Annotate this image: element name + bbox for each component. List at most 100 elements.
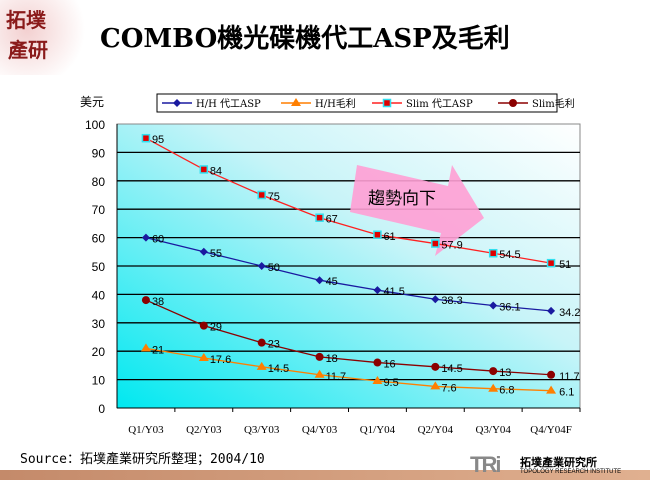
y-tick-label: 90: [92, 146, 106, 160]
data-point: [199, 321, 208, 330]
data-point: [140, 343, 151, 352]
data-label: 54.5: [499, 249, 520, 261]
y-tick-label: 80: [92, 175, 106, 189]
data-point: [430, 381, 441, 390]
legend-label: Slim毛利: [532, 98, 575, 110]
data-label: 95: [152, 134, 164, 146]
y-tick-label: 10: [92, 374, 106, 388]
data-label: 61: [383, 231, 395, 243]
data-label: 6.1: [559, 387, 574, 399]
data-label: 38.3: [441, 295, 462, 307]
data-point: [257, 190, 266, 200]
data-point: [547, 370, 556, 379]
data-point: [373, 230, 382, 240]
data-label: 21: [152, 344, 164, 356]
brand-name-en: TOPOLOGY RESEARCH INSTITUTE: [520, 469, 622, 475]
x-tick-label: Q1/Y03: [128, 424, 164, 436]
data-point: [431, 362, 440, 371]
legend-label: H/H毛利: [315, 98, 356, 110]
data-point: [198, 353, 209, 362]
data-point: [546, 385, 557, 394]
x-tick-label: Q1/Y04: [360, 424, 396, 436]
data-point: [509, 99, 517, 107]
brand-name-zh: 拓墣產業研究所: [520, 457, 597, 469]
data-point: [199, 247, 208, 256]
data-point: [372, 376, 383, 385]
series-line: [145, 137, 552, 264]
data-point: [315, 213, 324, 222]
data-label: 50: [268, 262, 280, 274]
series-line: [145, 299, 552, 376]
logo: 拓墣 產研: [0, 0, 90, 75]
y-tick-label: 20: [92, 345, 106, 359]
data-point: [489, 367, 498, 376]
series-line: [145, 236, 552, 312]
data-label: 45: [326, 276, 338, 288]
data-point: [141, 233, 150, 242]
y-tick-label: 30: [92, 317, 106, 331]
data-point: [373, 286, 382, 295]
data-point: [257, 338, 266, 347]
data-label: 60: [152, 234, 164, 246]
x-tick-label: Q3/Y04: [475, 424, 511, 436]
x-tick-label: Q2/Y04: [418, 424, 454, 436]
data-point: [489, 301, 498, 310]
y-tick-label: 70: [92, 203, 106, 217]
y-axis-label: 美元: [80, 95, 104, 109]
data-point: [488, 383, 499, 392]
x-tick-label: Q4/Y03: [302, 424, 338, 436]
data-point: [291, 98, 301, 106]
data-point: [373, 358, 382, 367]
data-label: 84: [210, 165, 222, 177]
data-point: [315, 276, 324, 285]
page-title: COMBO機光碟機代工ASP及毛利: [100, 24, 510, 54]
data-point: [257, 262, 266, 270]
data-point: [256, 361, 267, 370]
data-label: 75: [268, 191, 280, 203]
trend-arrow: [350, 165, 484, 256]
data-label: 29: [210, 322, 222, 334]
data-label: 18: [326, 353, 338, 365]
x-tick-label: Q3/Y03: [244, 424, 280, 436]
y-tick-label: 60: [92, 232, 106, 246]
data-point: [488, 248, 498, 258]
legend-label: Slim 代工ASP: [406, 98, 473, 110]
data-point: [173, 99, 181, 107]
data-point: [314, 369, 325, 378]
x-tick-label: Q2/Y03: [186, 424, 222, 436]
data-label: 13: [499, 367, 511, 379]
series-line: [145, 347, 552, 392]
data-label: 17.6: [210, 354, 231, 366]
data-label: 36.1: [499, 301, 520, 313]
y-tick-label: 0: [98, 402, 105, 416]
data-point: [546, 258, 556, 268]
data-label: 14.5: [441, 363, 462, 375]
legend-label: H/H 代工ASP: [196, 98, 261, 110]
data-label: 41.5: [383, 286, 404, 298]
footer-bar: [0, 470, 650, 480]
data-point: [431, 239, 440, 248]
data-label: 51: [559, 259, 571, 271]
data-point: [199, 165, 209, 174]
data-point: [315, 352, 324, 361]
data-label: 16: [383, 359, 395, 371]
data-point: [547, 306, 556, 315]
data-label: 34.2: [559, 307, 580, 319]
data-label: 67: [326, 214, 338, 226]
data-label: 55: [210, 248, 222, 260]
y-tick-label: 100: [85, 118, 105, 132]
data-label: 11.7: [326, 371, 347, 383]
y-tick-label: 50: [92, 260, 106, 274]
x-tick-label: Q4/Y04F: [530, 424, 572, 436]
data-point: [382, 98, 392, 108]
data-point: [141, 296, 150, 305]
y-tick-label: 40: [92, 288, 106, 302]
data-label: 57.9: [441, 240, 462, 252]
data-label: 6.8: [499, 385, 514, 397]
legend: [156, 93, 558, 113]
data-label: 23: [268, 339, 280, 351]
source-note: Source：拓墣產業研究所整理；2004/10: [20, 452, 265, 467]
data-label: 7.6: [441, 382, 456, 394]
annotation-label: 趨勢向下: [368, 189, 436, 209]
